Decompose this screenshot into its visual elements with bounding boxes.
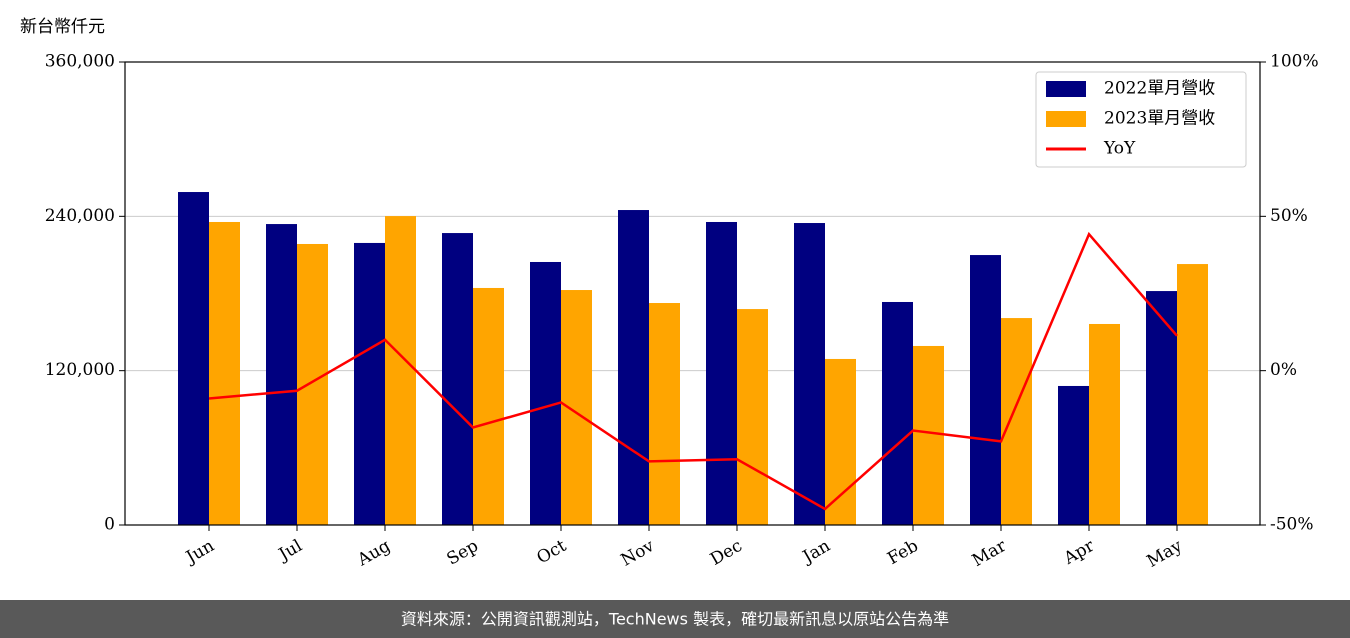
- bar: [354, 242, 385, 526]
- bar: [737, 309, 768, 525]
- bar: [794, 223, 825, 525]
- y-tick-label: 0: [104, 515, 115, 535]
- bar: [1001, 318, 1032, 525]
- y-tick-label: 120,000: [45, 360, 115, 380]
- line: [208, 231, 1178, 511]
- y2-tick-label: 100%: [1270, 52, 1319, 72]
- legend-label: YoY: [1103, 139, 1136, 159]
- y-tick-label: 240,000: [45, 206, 115, 226]
- bar: [1177, 264, 1208, 525]
- bar: [385, 216, 416, 525]
- legend-swatch: [1046, 81, 1086, 97]
- bar: [1058, 385, 1089, 525]
- bar: [706, 221, 737, 525]
- bar: [618, 210, 649, 526]
- bar: [209, 221, 240, 525]
- bar: [442, 233, 473, 525]
- bar: [561, 290, 592, 525]
- bar: [970, 255, 1001, 525]
- bar: [825, 358, 856, 525]
- legend: 2022單月營收 2023單月營收 YoY: [1035, 71, 1247, 168]
- footer-bar: [0, 600, 1350, 638]
- bar: [913, 345, 944, 525]
- bar: [882, 301, 913, 525]
- legend-label: 2022單月營收: [1104, 79, 1215, 99]
- y2-tick-label: 50%: [1270, 206, 1308, 226]
- bar: [178, 192, 209, 526]
- bar: [530, 261, 561, 525]
- y2-tick-label: -50%: [1270, 515, 1314, 535]
- footer: 資料來源：公開資訊觀測站，TechNews 製表，確切最新訊息以原站公告為準: [401, 610, 949, 629]
- y2-tick-label: 0%: [1270, 360, 1297, 380]
- bar: [473, 287, 504, 525]
- bar: [1146, 291, 1177, 525]
- bar: [1089, 323, 1120, 525]
- y-tick-label: 360,000: [45, 52, 115, 72]
- plot-frame: [124, 61, 1261, 526]
- bar: [297, 243, 328, 525]
- unit-label: 新台幣仟元: [20, 17, 105, 37]
- legend-swatch: [1046, 111, 1086, 127]
- legend-label: 2023單月營收: [1104, 109, 1215, 129]
- legend-frame: [1035, 71, 1247, 168]
- bar: [649, 303, 680, 525]
- bar: [266, 224, 297, 526]
